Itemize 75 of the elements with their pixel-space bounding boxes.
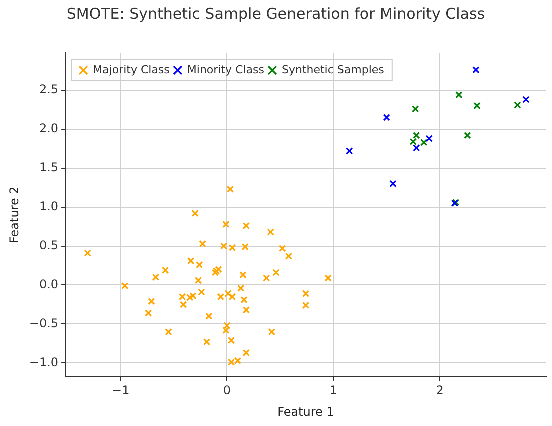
point	[162, 266, 170, 274]
point	[383, 114, 390, 122]
point	[514, 102, 522, 109]
point	[165, 328, 172, 336]
point	[215, 266, 222, 274]
point	[234, 357, 242, 364]
point	[278, 244, 286, 252]
point	[228, 358, 236, 366]
point	[84, 250, 92, 257]
y-tick-label: 0.0	[39, 277, 59, 292]
point	[242, 222, 250, 230]
legend-label: Synthetic Samples	[282, 63, 385, 76]
point	[190, 292, 197, 300]
point	[121, 282, 129, 290]
point	[222, 220, 230, 228]
point	[522, 96, 530, 104]
point	[472, 66, 480, 74]
point	[237, 284, 245, 292]
y-tick-label: −1.0	[29, 355, 59, 370]
y-tick-label: 1.0	[39, 199, 59, 214]
legend-label: Majority Class	[93, 63, 170, 76]
y-tick-label: 2.0	[39, 122, 59, 136]
point	[148, 298, 156, 306]
x-axis-title: Feature 1	[278, 404, 334, 419]
point	[186, 294, 194, 302]
point	[420, 138, 428, 146]
point	[226, 186, 234, 194]
point	[302, 302, 310, 310]
point	[220, 242, 228, 250]
point	[228, 293, 236, 301]
y-tick-label: −0.5	[29, 316, 59, 330]
point	[192, 210, 199, 218]
legend-label: Minority Class	[187, 63, 265, 76]
y-tick-label: 1.5	[39, 160, 59, 174]
point	[224, 290, 232, 298]
point	[187, 257, 195, 265]
point	[412, 144, 420, 152]
x-tick-label: −1	[112, 384, 130, 398]
point	[456, 91, 463, 99]
point	[194, 276, 202, 284]
point	[228, 244, 236, 252]
point	[144, 310, 152, 317]
point	[152, 274, 160, 282]
point	[302, 290, 310, 298]
x-tick-label: 2	[436, 384, 444, 398]
point	[199, 240, 206, 248]
y-axis-title: Feature 2	[7, 186, 22, 244]
point	[228, 336, 236, 344]
chart-title: SMOTE: Synthetic Sample Generation for Minority Class	[66, 4, 486, 23]
point	[464, 132, 472, 140]
point	[242, 349, 250, 357]
point	[217, 293, 224, 301]
point	[324, 274, 332, 282]
point	[206, 312, 213, 320]
point	[474, 102, 481, 110]
point	[240, 296, 248, 304]
point	[346, 148, 354, 155]
point	[426, 135, 434, 142]
point	[203, 338, 211, 346]
point	[240, 271, 247, 279]
y-tick-label: 2.5	[39, 82, 59, 97]
point	[198, 288, 206, 296]
point	[242, 306, 250, 314]
point	[390, 180, 397, 188]
point	[285, 252, 293, 260]
point	[272, 269, 280, 276]
x-tick-label: 0	[223, 384, 232, 398]
point	[196, 261, 204, 269]
point	[412, 105, 420, 113]
point	[262, 274, 270, 282]
point	[242, 243, 249, 251]
point	[268, 328, 276, 336]
y-tick-label: 0.5	[39, 238, 59, 252]
x-tick-label: 1	[330, 384, 338, 398]
point	[267, 228, 274, 236]
